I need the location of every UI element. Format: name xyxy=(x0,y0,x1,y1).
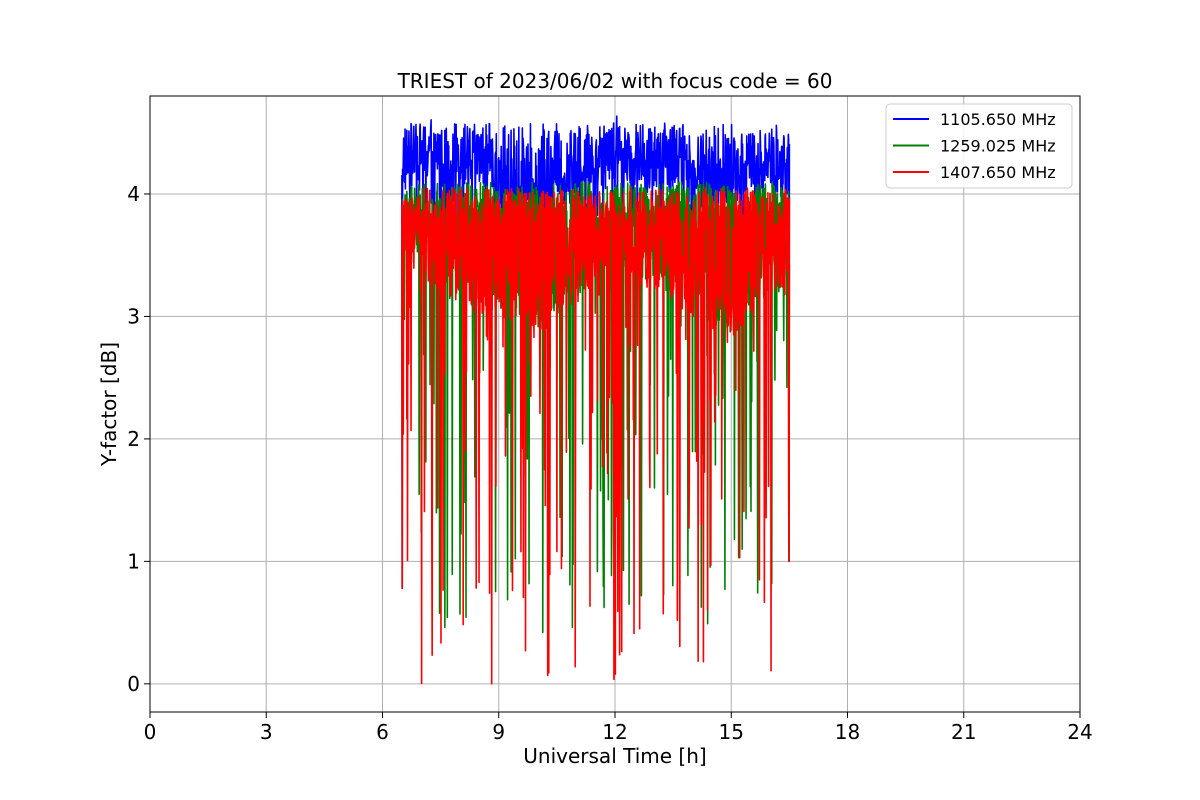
x-tick-label: 21 xyxy=(951,720,976,744)
x-tick-label: 12 xyxy=(602,720,627,744)
legend-label: 1259.025 MHz xyxy=(940,137,1056,156)
x-axis-ticks: 0 3 6 9 12 15 18 21 24 xyxy=(144,712,1093,744)
y-tick-label: 2 xyxy=(127,427,140,451)
y-tick-label: 0 xyxy=(127,672,140,696)
y-tick-label: 3 xyxy=(127,304,140,328)
x-tick-label: 18 xyxy=(835,720,860,744)
x-tick-label: 6 xyxy=(376,720,389,744)
legend-frame xyxy=(885,103,1073,189)
y-axis-label: Y-factor [dB] xyxy=(97,342,121,467)
x-tick-label: 9 xyxy=(492,720,505,744)
x-tick-label: 3 xyxy=(260,720,273,744)
x-tick-label: 15 xyxy=(719,720,744,744)
y-tick-label: 4 xyxy=(127,182,140,206)
y-axis-ticks: 0 1 2 3 4 xyxy=(127,182,150,696)
series-layer xyxy=(401,115,791,685)
legend-label: 1407.650 MHz xyxy=(940,163,1056,182)
legend: 1105.650 MHz 1259.025 MHz 1407.650 MHz xyxy=(885,103,1073,189)
y-tick-label: 1 xyxy=(127,549,140,573)
x-tick-label: 0 xyxy=(144,720,157,744)
x-axis-label: Universal Time [h] xyxy=(523,744,706,768)
legend-label: 1105.650 MHz xyxy=(940,110,1056,129)
x-tick-label: 24 xyxy=(1067,720,1092,744)
chart-title: TRIEST of 2023/06/02 with focus code = 6… xyxy=(397,69,833,93)
series-line xyxy=(401,187,791,685)
